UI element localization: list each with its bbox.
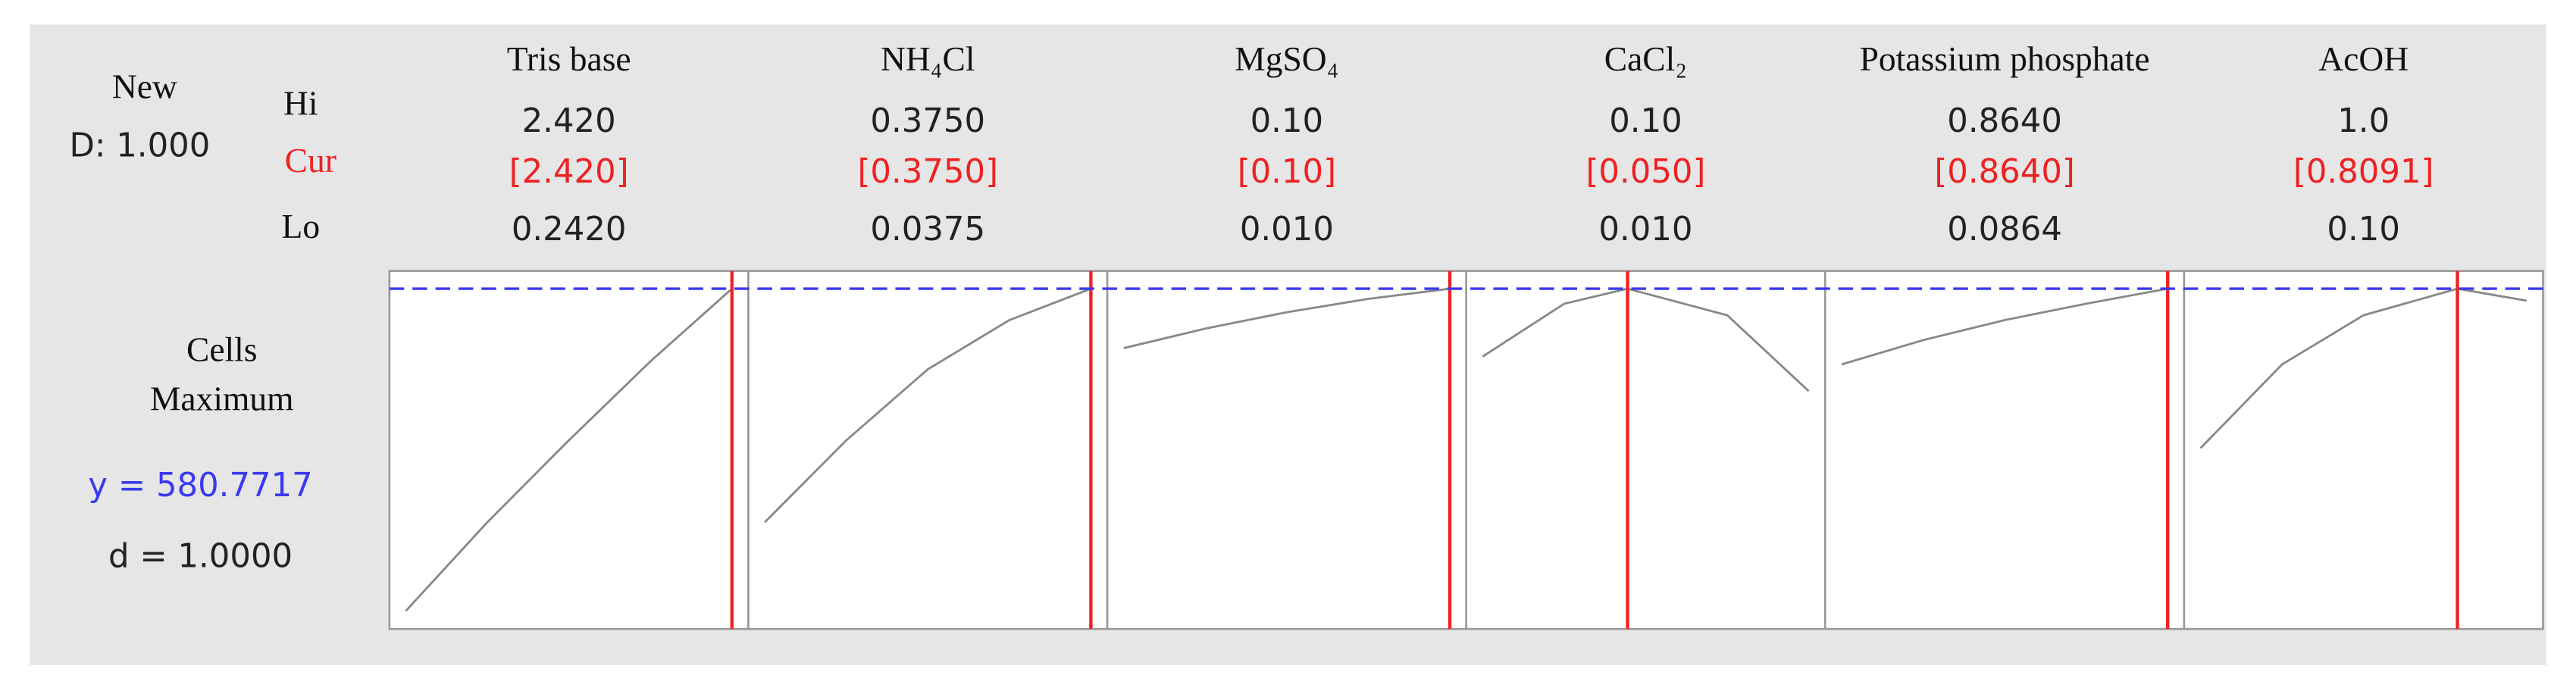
cur-value: [2.420]: [509, 153, 629, 191]
optimum-value: y = 580.7717: [88, 467, 312, 505]
desirability-value: d = 1.0000: [108, 537, 293, 575]
response-curve: [1841, 287, 2168, 366]
panel: [1823, 270, 2186, 630]
lo-value: 0.10: [2327, 211, 2400, 249]
cur-value: [0.8091]: [2293, 153, 2434, 191]
response-curve: [1123, 287, 1451, 349]
lo-label: Lo: [282, 207, 321, 245]
panel: [747, 270, 1109, 630]
hi-value: 0.3750: [870, 102, 985, 140]
summary-title: New: [112, 67, 177, 106]
response-name: Cells: [186, 330, 258, 368]
cur-value: [0.8640]: [1934, 153, 2074, 191]
lo-value: 0.010: [1598, 211, 1692, 249]
hi-value: 0.10: [1250, 102, 1324, 140]
response-curve: [2199, 287, 2527, 449]
cur-value: [0.3750]: [858, 153, 998, 191]
response-curve: [405, 287, 733, 612]
response-goal: Maximum: [150, 379, 294, 417]
lo-value: 0.2420: [512, 211, 627, 249]
hi-label: Hi: [283, 83, 318, 122]
factor-name: AcOH: [2318, 39, 2409, 78]
factor-name: Tris base: [507, 39, 631, 78]
factor-name: MgSO₄: [1235, 39, 1338, 78]
hi-value: 1.0: [2337, 102, 2390, 140]
hi-value: 0.10: [1609, 102, 1682, 140]
panel: [2183, 270, 2544, 630]
cur-value: [0.10]: [1238, 153, 1336, 191]
lo-value: 0.0375: [870, 211, 985, 249]
cur-value: [0.050]: [1586, 153, 1706, 191]
response-curve: [764, 287, 1091, 524]
hi-value: 2.420: [522, 102, 616, 140]
panel: [1465, 270, 1826, 630]
composite-desirability: D: 1.000: [69, 127, 210, 165]
factor-name: Potassium phosphate: [1860, 39, 2150, 78]
lo-value: 0.0864: [1947, 211, 2062, 249]
panel: [1106, 270, 1467, 630]
factor-name: CaCl₂: [1604, 39, 1687, 78]
factor-name: NH₄Cl: [881, 39, 975, 78]
cur-label: Cur: [285, 141, 336, 180]
hi-value: 0.8640: [1947, 102, 2062, 140]
lo-value: 0.010: [1240, 211, 1334, 249]
panel: [388, 270, 750, 630]
